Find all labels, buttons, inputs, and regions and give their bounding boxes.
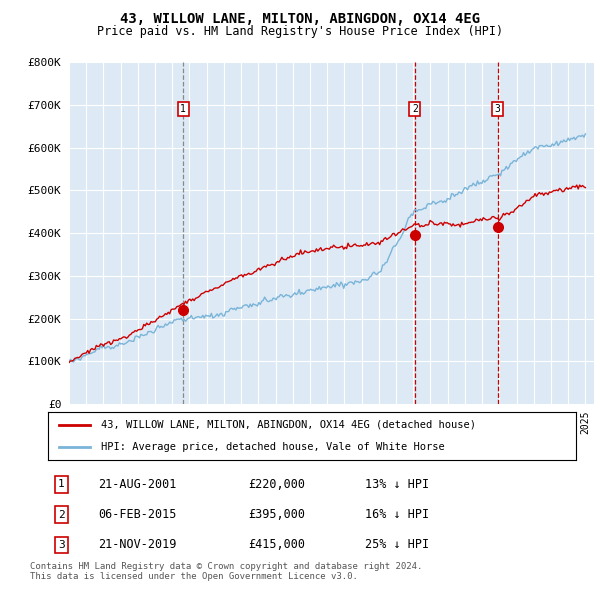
Text: 2: 2 <box>58 510 65 520</box>
Text: Price paid vs. HM Land Registry's House Price Index (HPI): Price paid vs. HM Land Registry's House … <box>97 25 503 38</box>
Text: 43, WILLOW LANE, MILTON, ABINGDON, OX14 4EG: 43, WILLOW LANE, MILTON, ABINGDON, OX14 … <box>120 12 480 26</box>
Text: 1: 1 <box>181 104 186 114</box>
Text: £415,000: £415,000 <box>248 538 305 551</box>
Text: Contains HM Land Registry data © Crown copyright and database right 2024.
This d: Contains HM Land Registry data © Crown c… <box>30 562 422 581</box>
Text: 2: 2 <box>412 104 418 114</box>
Text: 25% ↓ HPI: 25% ↓ HPI <box>365 538 429 551</box>
Text: 13% ↓ HPI: 13% ↓ HPI <box>365 478 429 491</box>
Text: 21-AUG-2001: 21-AUG-2001 <box>98 478 176 491</box>
Text: HPI: Average price, detached house, Vale of White Horse: HPI: Average price, detached house, Vale… <box>101 442 445 452</box>
Text: 21-NOV-2019: 21-NOV-2019 <box>98 538 176 551</box>
Text: 06-FEB-2015: 06-FEB-2015 <box>98 508 176 521</box>
Text: £220,000: £220,000 <box>248 478 305 491</box>
Text: 1: 1 <box>58 480 65 489</box>
Text: 43, WILLOW LANE, MILTON, ABINGDON, OX14 4EG (detached house): 43, WILLOW LANE, MILTON, ABINGDON, OX14 … <box>101 420 476 430</box>
Text: 16% ↓ HPI: 16% ↓ HPI <box>365 508 429 521</box>
Text: 3: 3 <box>494 104 500 114</box>
Text: 3: 3 <box>58 540 65 550</box>
Text: £395,000: £395,000 <box>248 508 305 521</box>
